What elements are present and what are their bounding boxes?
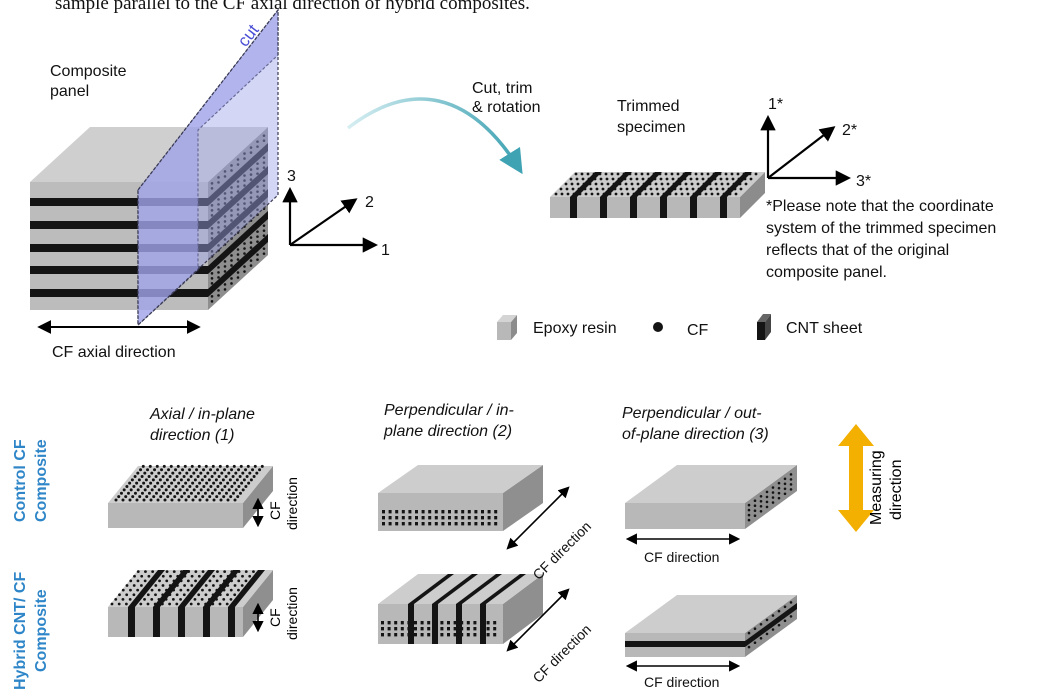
column-2-line1: Perpendicular / in- [384,402,514,419]
cut-plane-outline [137,8,279,327]
column-3-line2: of-plane direction (3) [622,426,769,443]
col3-row1-cf-direction: CF direction [644,549,720,565]
specimen-cf-dots [554,172,758,196]
cf-direction-arrows [252,486,741,672]
panel-cf-dots [210,134,266,303]
col1-row1-direction-word: direction [284,477,300,530]
measuring-direction-arrow [838,424,874,532]
process-line1: Cut, trim [472,80,533,97]
legend-epoxy-label: Epoxy resin [533,320,617,337]
panel-axes [282,186,379,253]
specimen-axis-3: 3* [856,173,872,190]
row-1-label-line1: Control CF [12,439,29,522]
row-1-label-line2: Composite [33,439,50,522]
col1-row2-cf-word: CF [267,608,283,627]
specimen-label-line1: Trimmed [617,98,680,115]
legend-cnt-icon [757,314,771,340]
specimen-note-line1: *Please note that the coordinate [766,198,994,215]
column-3-line1: Perpendicular / out- [622,405,762,422]
specimen-note-line4: composite panel. [766,264,887,281]
legend-epoxy-icon [497,315,517,340]
measuring-line2: direction [888,459,905,520]
row-2-label-line1: Hybrid CNT/ CF [12,571,29,690]
caption-top: sample parallel to the CF axial directio… [55,0,530,14]
specimen-axis-2: 2* [842,122,858,139]
specimen-label-line2: specimen [617,119,686,136]
legend-cf-label: CF [687,322,709,339]
cut-trim-rotation-arrow [346,97,523,175]
column-1-line1: Axial / in-plane [150,406,255,423]
column-2-line2: plane direction (2) [384,423,513,440]
panel-cnt-layers-side [208,143,268,297]
specimen-axes [760,114,852,186]
specimen-axis-1: 1* [768,96,784,113]
specimen-note-line3: reflects that of the original [766,242,950,259]
panel-axis-3: 3 [287,168,296,185]
column-1-line2: direction (1) [150,427,235,444]
panel-axis-2: 2 [365,194,374,211]
panel-label-line1: Composite [50,63,127,80]
trimmed-specimen [550,172,765,218]
col3-row2-cf-direction: CF direction [644,674,720,690]
specimen-note-line2: system of the trimmed specimen [766,220,997,237]
panel-cnt-layers [30,198,208,297]
legend-cnt-label: CNT sheet [786,320,863,337]
panel-top-face [30,127,268,182]
col1-row1-cf-word: CF [267,501,283,520]
row-2-label-line2: Composite [33,589,50,672]
col1-row2-direction-word: direction [284,587,300,640]
legend-cf-icon [653,322,663,332]
composite-panel-block [30,127,268,310]
cf-axial-label: CF axial direction [52,344,176,361]
panel-axis-1: 1 [381,242,390,259]
panel-label-line2: panel [50,83,90,100]
measuring-line1: Measuring [868,450,885,525]
process-line2: & rotation [472,99,541,116]
